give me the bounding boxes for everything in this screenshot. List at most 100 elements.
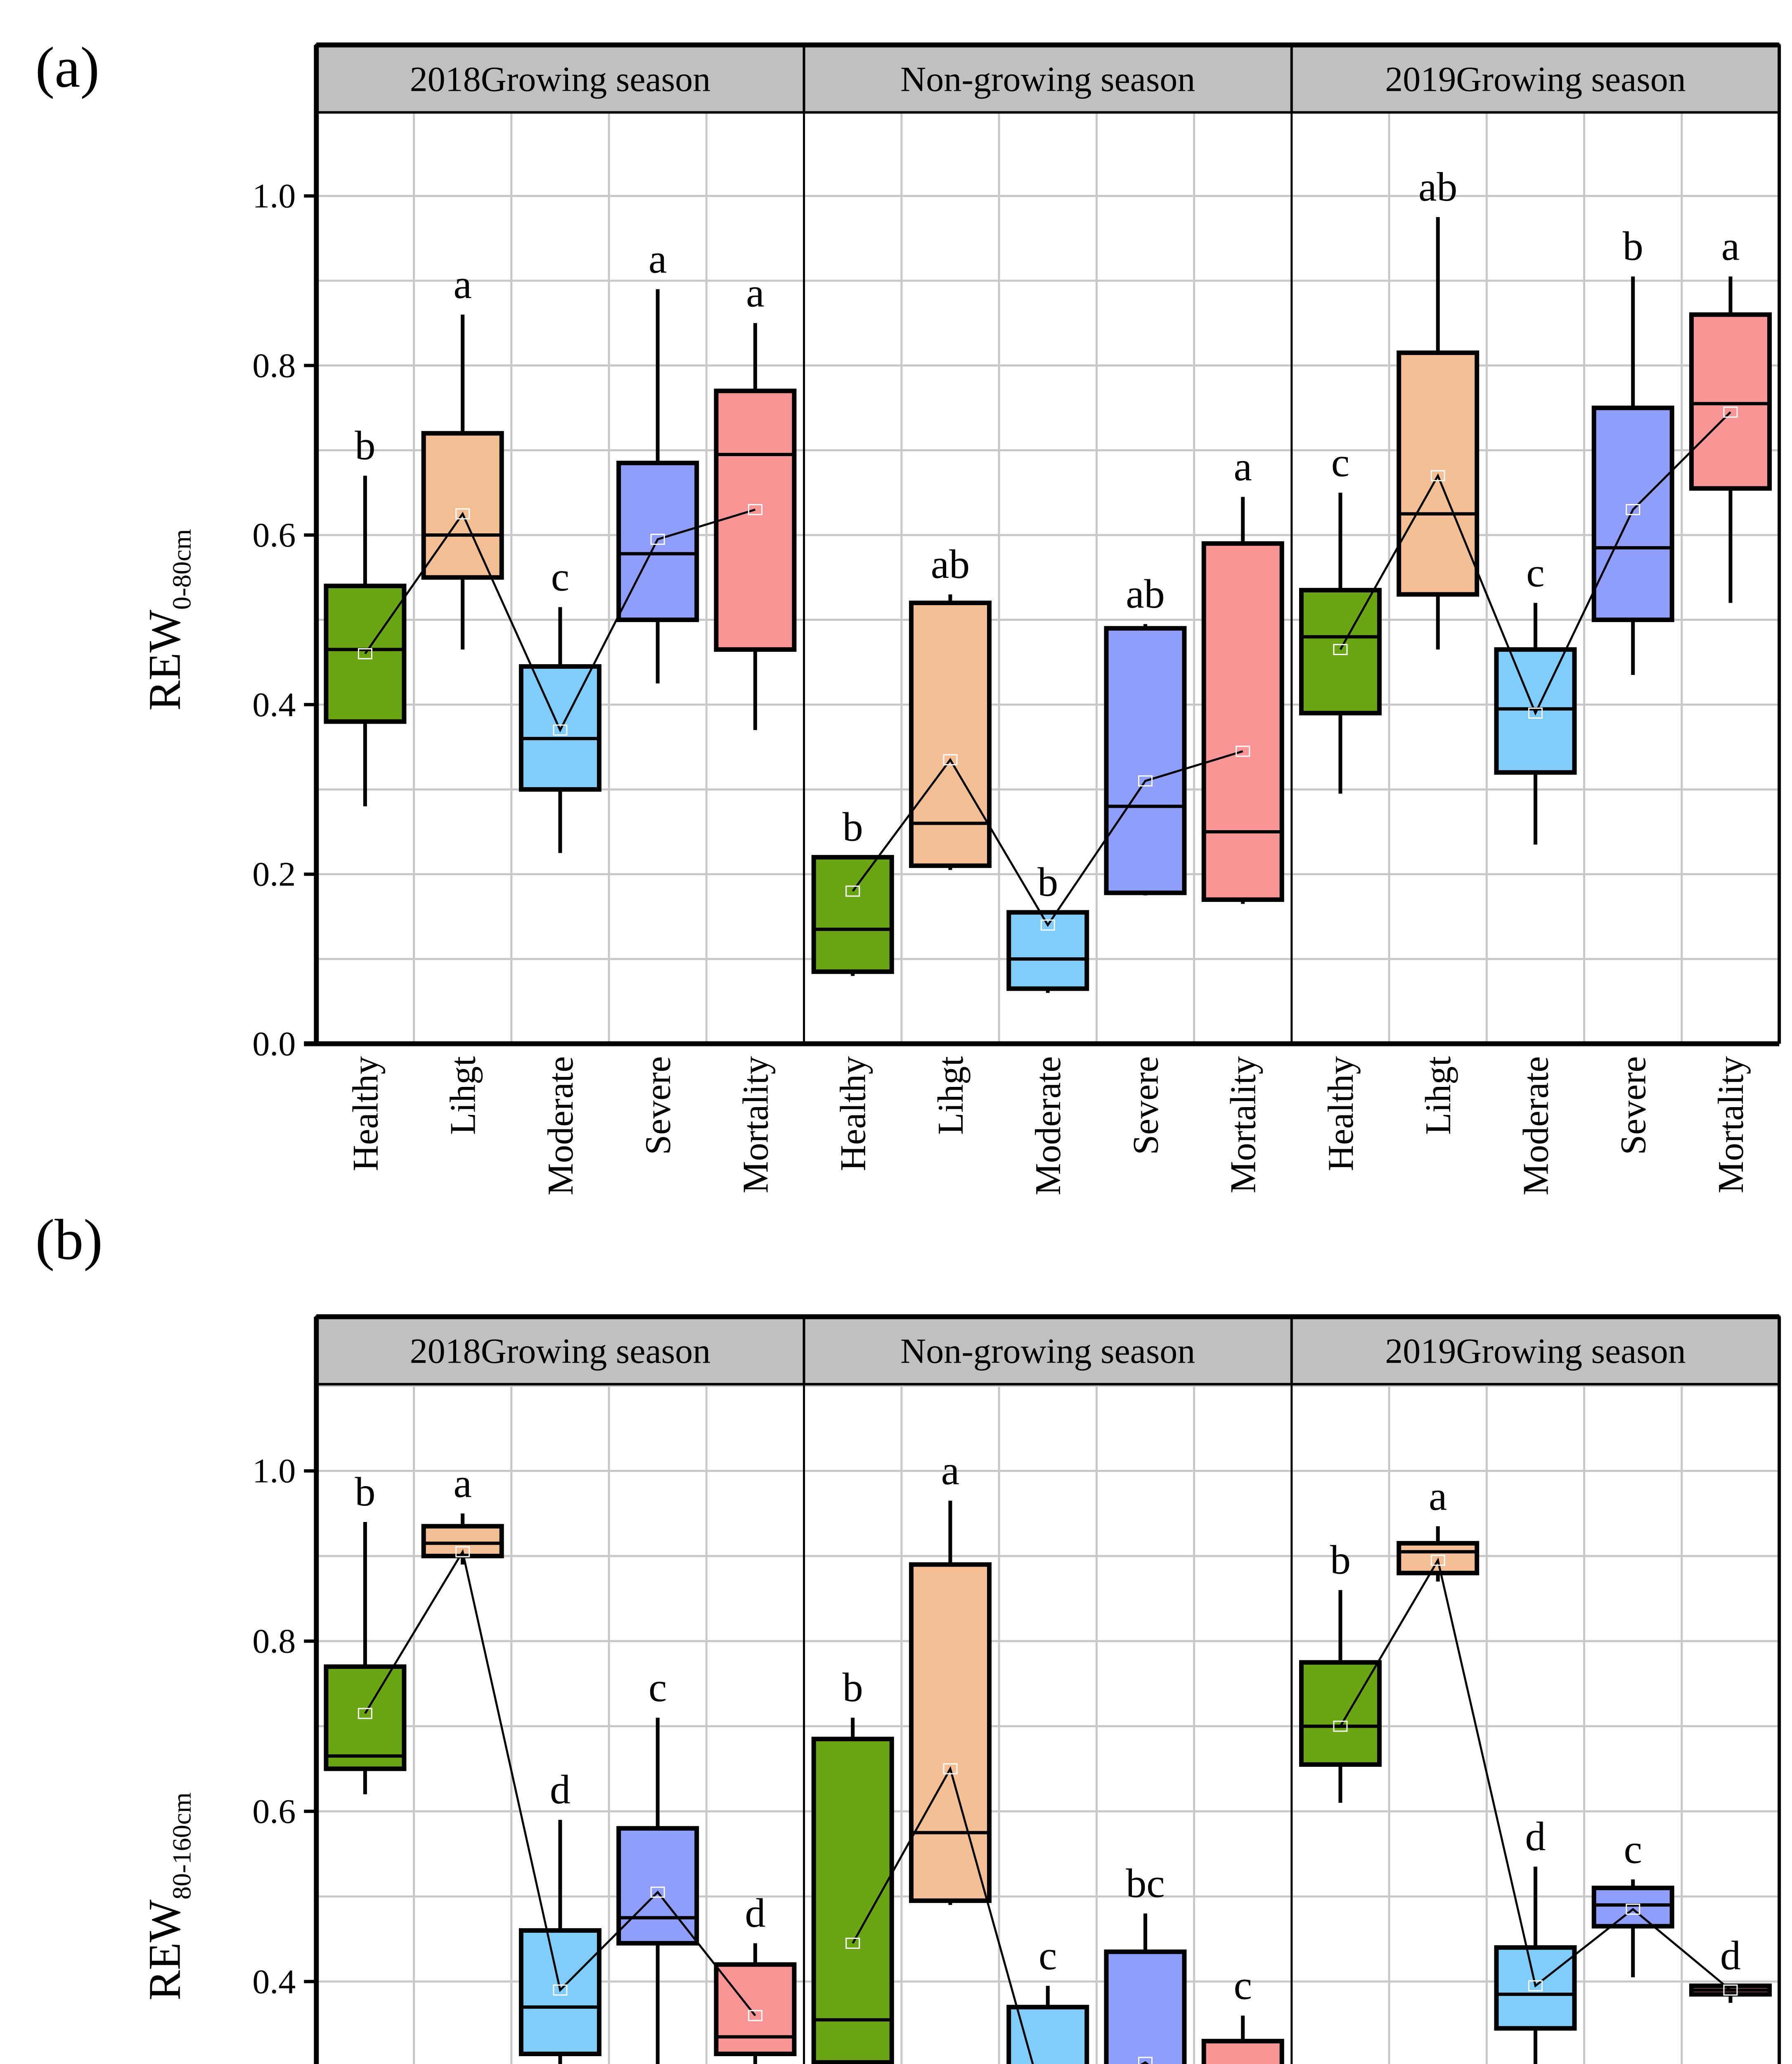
significance-letter: c	[551, 554, 569, 600]
facet-title: 2018Growing season	[410, 1331, 711, 1370]
mean-marker	[748, 504, 762, 516]
y-tick-label: 0.8	[252, 1622, 296, 1661]
significance-letter: c	[649, 1664, 667, 1710]
mean-line	[852, 750, 1243, 927]
box-severe	[616, 461, 699, 623]
significance-letter: b	[355, 1469, 375, 1515]
mean-line	[364, 1549, 756, 2017]
mean-marker	[650, 1886, 665, 1898]
panel-b: (b)0.00.20.40.60.81.0REW80-160cm2018Grow…	[36, 1208, 1781, 2064]
mean-marker	[1138, 2057, 1153, 2064]
x-tick-label: Mortality	[736, 1056, 776, 1193]
significance-letter: d	[1720, 1933, 1741, 1979]
y-axis-label: REW0-80cm	[140, 529, 196, 711]
mean-marker	[943, 1763, 958, 1775]
mean-marker	[1333, 1721, 1348, 1732]
facet-title: Non-growing season	[900, 59, 1195, 99]
y-tick-label: 0.0	[252, 1025, 296, 1063]
facet-title: 2019Growing season	[1385, 59, 1686, 99]
panel-label: (a)	[36, 36, 99, 99]
x-tick-label: Moderate	[541, 1056, 581, 1195]
box-mortality	[1201, 2039, 1284, 2064]
mean-marker	[1138, 775, 1153, 787]
x-tick-label: Lihgt	[1418, 1056, 1458, 1135]
mean-marker	[748, 2010, 762, 2021]
significance-letter: c	[1624, 1826, 1642, 1872]
y-tick-label: 0.6	[252, 516, 296, 554]
box-healthy	[1299, 588, 1382, 715]
x-tick-label: Healthy	[833, 1056, 874, 1172]
y-tick-label: 0.4	[252, 686, 296, 724]
box-lihgt	[909, 1562, 992, 1903]
significance-letter: b	[843, 1664, 863, 1710]
x-tick-label: Severe	[638, 1056, 678, 1155]
significance-letter: a	[1721, 223, 1740, 269]
box-healthy	[324, 1664, 407, 1771]
y-axis-label: REW80-160cm	[140, 1792, 196, 2000]
panel-label: (b)	[36, 1208, 103, 1272]
significance-letter: d	[550, 1767, 571, 1813]
mean-marker	[943, 754, 958, 765]
mean-marker	[1430, 1555, 1445, 1566]
facet-header	[802, 43, 1293, 114]
significance-letter: a	[941, 1447, 959, 1493]
y-axis-label-main: REW	[140, 610, 190, 711]
mean-marker	[1430, 470, 1445, 481]
facet-title: 2018Growing season	[410, 59, 711, 99]
significance-letter: b	[843, 804, 863, 850]
x-tick-label: Severe	[1126, 1056, 1166, 1155]
x-tick-label: Moderate	[1028, 1056, 1068, 1195]
x-tick-label: Lihgt	[931, 1056, 971, 1135]
x-tick-label: Mortality	[1711, 1056, 1751, 1193]
significance-letter: a	[454, 261, 472, 307]
facet-header	[1290, 43, 1781, 114]
significance-letter: a	[649, 236, 667, 282]
y-tick-label: 1.0	[252, 1452, 296, 1490]
significance-letter: c	[1331, 439, 1349, 485]
box-moderate	[518, 1928, 601, 2057]
mean-marker	[1626, 504, 1640, 516]
box-healthy	[1299, 1660, 1382, 1767]
box-healthy	[811, 855, 894, 974]
box-moderate	[1006, 2005, 1089, 2064]
x-tick-label: Moderate	[1516, 1056, 1556, 1195]
mean-marker	[1528, 707, 1543, 719]
mean-marker	[553, 724, 568, 736]
mean-marker	[357, 1708, 372, 1719]
mean-line	[1339, 1557, 1731, 1991]
mean-marker	[1626, 1903, 1640, 1915]
mean-line	[364, 509, 756, 733]
x-tick-label: Healthy	[346, 1056, 386, 1172]
mean-marker	[1723, 406, 1738, 418]
mean-line	[1339, 411, 1731, 716]
box-lihgt	[421, 431, 504, 580]
significance-letter: a	[1429, 1473, 1447, 1519]
facet-title: 2019Growing season	[1385, 1331, 1686, 1370]
mean-marker	[1236, 746, 1250, 757]
significance-letter: c	[1039, 1933, 1057, 1979]
y-tick-label: 0.6	[252, 1792, 296, 1831]
mean-marker	[845, 1937, 860, 1949]
y-axis-label-main: REW	[140, 1899, 190, 2000]
box-lihgt	[909, 600, 992, 868]
x-tick-label: Lihgt	[443, 1056, 483, 1135]
significance-letter: d	[1525, 1813, 1546, 1859]
x-tick-label: Healthy	[1321, 1056, 1361, 1172]
box-healthy	[811, 1737, 894, 2064]
facet-header	[315, 1315, 805, 1386]
mean-marker	[1040, 919, 1055, 931]
significance-letter: bc	[1126, 1860, 1165, 1906]
facet-header	[1290, 1315, 1781, 1386]
box-severe	[1104, 626, 1187, 895]
mean-marker	[357, 648, 372, 660]
significance-letter: d	[745, 1890, 765, 1936]
mean-marker	[455, 508, 470, 520]
significance-letter: ab	[1418, 164, 1457, 210]
mean-marker	[455, 1546, 470, 1557]
box-healthy	[324, 583, 407, 724]
box-lihgt	[1397, 1541, 1480, 1576]
box-severe	[1591, 1885, 1674, 1929]
box-moderate	[1494, 1945, 1577, 2031]
y-tick-label: 0.4	[252, 1962, 296, 2001]
